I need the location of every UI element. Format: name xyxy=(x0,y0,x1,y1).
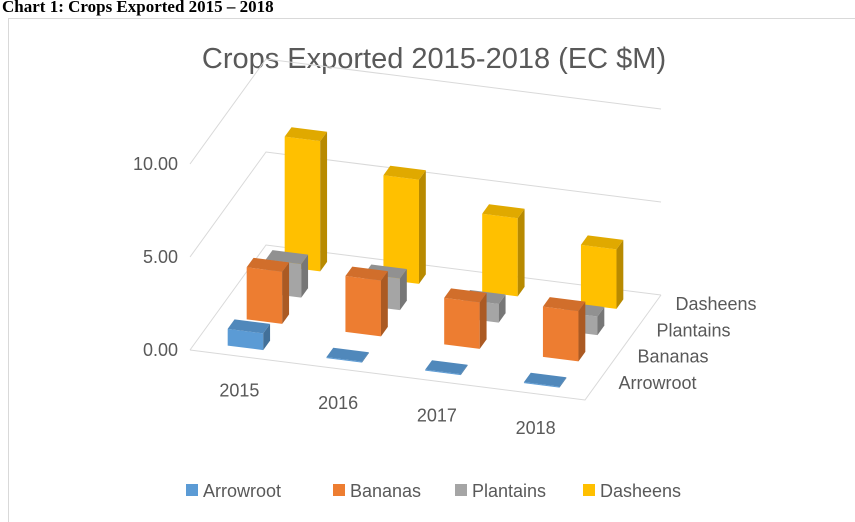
legend-label: Plantains xyxy=(472,481,546,501)
y-tick-label: 10.00 xyxy=(133,154,178,174)
column xyxy=(345,266,388,337)
column-side xyxy=(578,301,586,362)
column-top xyxy=(326,347,369,362)
column-top xyxy=(227,319,271,334)
depth-label: Arrowroot xyxy=(619,373,697,393)
column-side xyxy=(597,307,605,336)
column-front xyxy=(542,306,579,362)
column xyxy=(246,257,290,324)
grid-line xyxy=(189,58,662,165)
legend-label: Bananas xyxy=(350,481,421,501)
column-side xyxy=(498,294,506,323)
column-front xyxy=(482,213,518,297)
x-tick-label: 2015 xyxy=(219,380,259,400)
column-front xyxy=(580,244,617,309)
column-side xyxy=(282,262,290,324)
column-side xyxy=(460,364,468,376)
column xyxy=(523,372,567,388)
x-tick-label: 2017 xyxy=(417,405,457,425)
depth-label: Plantains xyxy=(657,320,731,340)
legend-swatch xyxy=(455,484,467,496)
column-front xyxy=(444,297,480,349)
column-side xyxy=(616,239,624,309)
column-side xyxy=(399,269,407,311)
x-tick-label: 2018 xyxy=(516,418,556,438)
column-front xyxy=(326,357,362,363)
legend-swatch xyxy=(583,484,595,496)
y-tick-label: 5.00 xyxy=(143,247,178,267)
column-top xyxy=(345,266,388,281)
column-side xyxy=(301,254,309,298)
column xyxy=(580,235,624,309)
column xyxy=(542,297,586,362)
column-top xyxy=(580,235,624,250)
column-front xyxy=(345,276,381,337)
column-top xyxy=(265,250,309,265)
chart-title: Crops Exported 2015-2018 (EC $M) xyxy=(202,43,666,75)
y-tick-label: 0.00 xyxy=(143,340,178,360)
column-front xyxy=(246,267,283,324)
floor-edge xyxy=(189,294,662,401)
column-front xyxy=(284,136,321,272)
column-side xyxy=(517,208,525,297)
column-side xyxy=(361,352,369,363)
column-side xyxy=(320,131,328,272)
legend-swatch xyxy=(186,484,198,496)
column-side xyxy=(380,271,388,337)
column-top xyxy=(383,165,426,180)
column-top xyxy=(542,297,586,312)
column-side xyxy=(263,323,271,351)
column-top xyxy=(523,372,567,387)
column-front xyxy=(227,328,264,351)
column-top xyxy=(444,288,487,303)
grid-line xyxy=(189,151,662,258)
column-top xyxy=(284,127,328,142)
column-front xyxy=(383,175,419,284)
column-top xyxy=(246,257,290,272)
column xyxy=(326,347,369,363)
chart-area xyxy=(8,18,855,522)
column-front xyxy=(425,369,461,376)
column xyxy=(383,165,426,284)
column-front xyxy=(523,382,560,388)
column-side xyxy=(479,292,487,349)
column xyxy=(444,288,487,349)
column-top xyxy=(425,360,468,375)
legend-label: Dasheens xyxy=(600,481,681,501)
depth-label: Bananas xyxy=(638,347,709,367)
legend-swatch xyxy=(333,484,345,496)
legend-label: Arrowroot xyxy=(203,481,281,501)
column-side xyxy=(418,170,426,284)
grid-line xyxy=(189,244,662,351)
column xyxy=(284,127,328,272)
x-tick-label: 2016 xyxy=(318,393,358,413)
caption: Chart 1: Crops Exported 2015 – 2018 xyxy=(2,0,274,16)
column xyxy=(425,360,468,376)
depth-label: Dasheens xyxy=(676,294,757,314)
column-top xyxy=(482,204,525,219)
column xyxy=(227,319,271,351)
column xyxy=(482,204,525,297)
column-side xyxy=(559,377,567,388)
